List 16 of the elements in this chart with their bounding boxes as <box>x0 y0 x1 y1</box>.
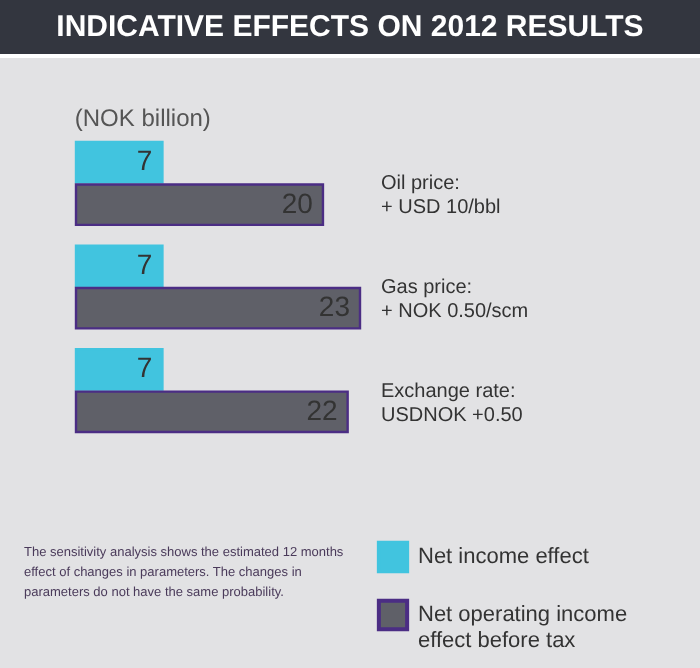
data-label: 7 <box>136 144 153 177</box>
legend-label: Net income effect <box>418 545 589 569</box>
y-tick-label: Exchange rate: USDNOK +0.50 <box>381 380 524 427</box>
bar <box>74 183 325 227</box>
data-label: 7 <box>136 351 153 384</box>
chart-subtitle: (NOK billion) <box>74 104 211 132</box>
chart-title: INDICATIVE EFFECTS ON 2012 RESULTS <box>0 0 700 58</box>
data-label: 7 <box>136 247 153 280</box>
bar <box>74 286 362 330</box>
bar <box>74 140 164 184</box>
legend-label: Net operating income effect before tax <box>418 603 628 653</box>
bar <box>74 244 164 288</box>
bar <box>74 347 164 391</box>
y-tick-label: Oil price: + USD 10/bbl <box>381 173 501 220</box>
bar <box>74 390 349 434</box>
y-tick-label: Gas price: + NOK 0.50/scm <box>381 277 529 323</box>
